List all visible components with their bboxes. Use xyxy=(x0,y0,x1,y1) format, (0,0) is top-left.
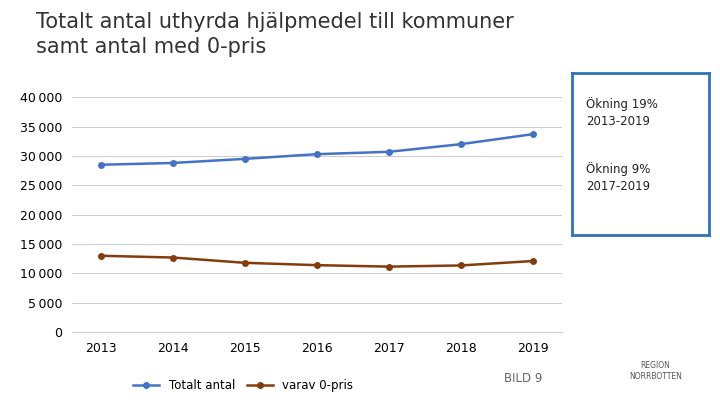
varav 0-pris xyxy=(96,254,105,258)
Text: REGION
NORRBOTTEN: REGION NORRBOTTEN xyxy=(629,361,682,381)
Line: varav 0-pris: varav 0-pris xyxy=(98,253,536,269)
varav 0-pris xyxy=(528,259,537,264)
Totalt antal xyxy=(456,142,465,147)
Totalt antal xyxy=(312,152,321,157)
Legend: Totalt antal, varav 0-pris: Totalt antal, varav 0-pris xyxy=(129,374,358,396)
Text: Totalt antal uthyrda hjälpmedel till kommuner
samt antal med 0-pris: Totalt antal uthyrda hjälpmedel till kom… xyxy=(36,12,514,57)
varav 0-pris xyxy=(312,263,321,268)
Totalt antal xyxy=(240,156,249,161)
Text: BILD 9: BILD 9 xyxy=(504,372,542,385)
Totalt antal xyxy=(96,162,105,167)
varav 0-pris xyxy=(168,255,177,260)
Text: Ökning 19%
2013-2019: Ökning 19% 2013-2019 xyxy=(586,97,658,128)
varav 0-pris xyxy=(456,263,465,268)
varav 0-pris xyxy=(384,264,393,269)
Text: Ökning 9%
2017-2019: Ökning 9% 2017-2019 xyxy=(586,162,650,193)
Totalt antal xyxy=(384,149,393,154)
Line: Totalt antal: Totalt antal xyxy=(98,131,536,168)
Totalt antal xyxy=(168,160,177,165)
Totalt antal xyxy=(528,132,537,136)
varav 0-pris xyxy=(240,260,249,265)
